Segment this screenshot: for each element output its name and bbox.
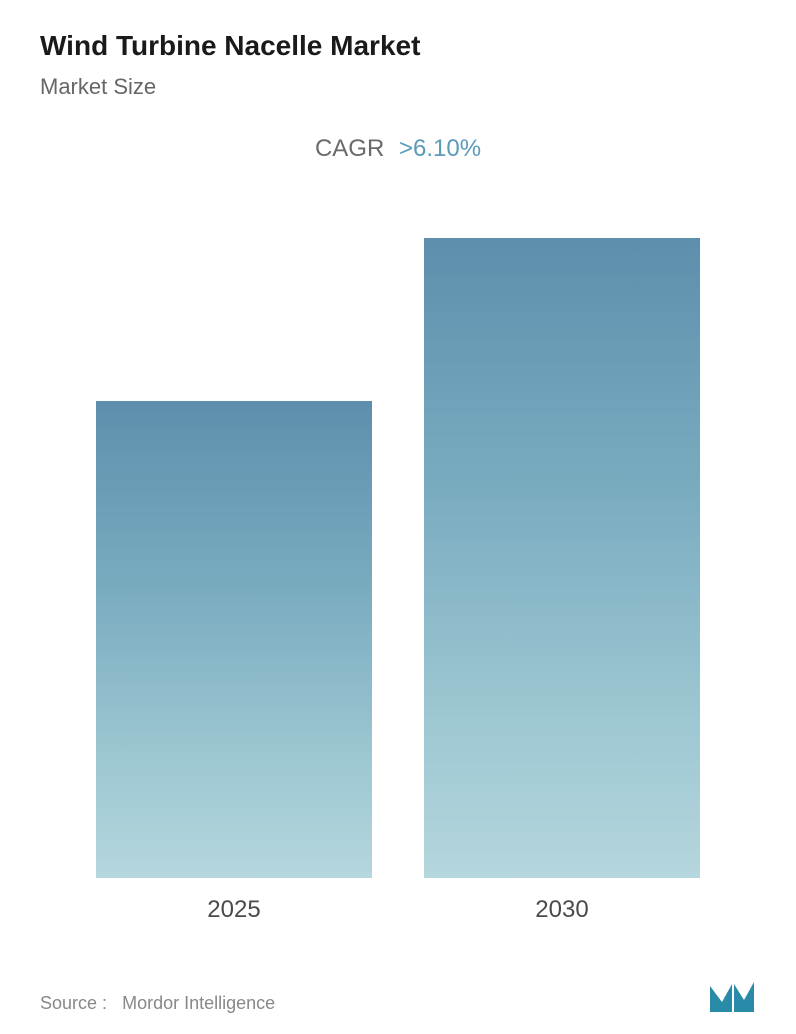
source-text: Source : Mordor Intelligence (40, 993, 275, 1014)
chart-container: Wind Turbine Nacelle Market Market Size … (0, 0, 796, 1034)
chart-title: Wind Turbine Nacelle Market (40, 30, 756, 62)
bar-group-1: 2030 (424, 238, 700, 924)
cagr-value: >6.10% (399, 135, 481, 162)
chart-area: 2025 2030 (40, 233, 756, 924)
bar-0 (96, 401, 372, 878)
source-label: Source : (40, 993, 107, 1013)
brand-logo-icon (708, 974, 756, 1014)
cagr-line: CAGR >6.10% (40, 135, 756, 163)
chart-subtitle: Market Size (40, 74, 756, 100)
bar-label-1: 2030 (535, 896, 588, 924)
chart-footer: Source : Mordor Intelligence (40, 944, 756, 1014)
bar-group-0: 2025 (96, 401, 372, 924)
source-name: Mordor Intelligence (122, 993, 275, 1013)
cagr-label: CAGR (315, 135, 384, 162)
bar-1 (424, 238, 700, 878)
bar-label-0: 2025 (207, 896, 260, 924)
